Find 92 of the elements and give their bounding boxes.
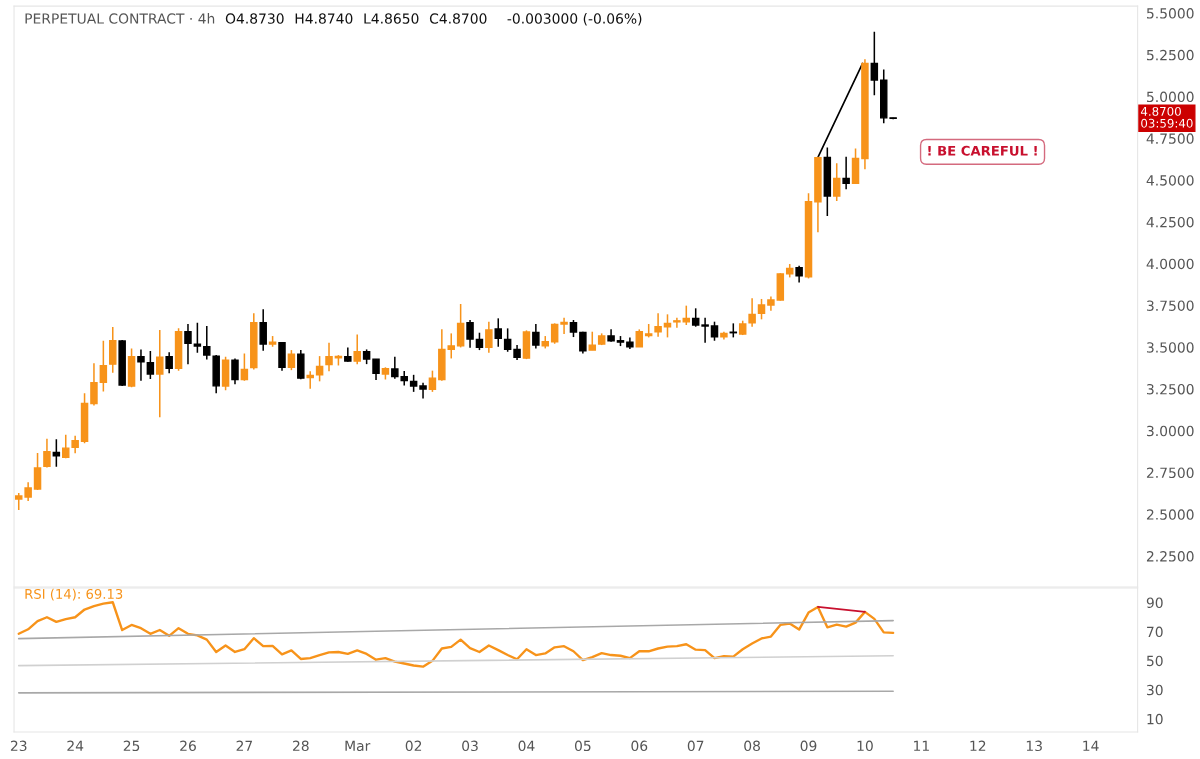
y-tick-label: 50: [1147, 655, 1163, 667]
line-series: [17, 601, 895, 668]
candlestick: [550, 322, 559, 345]
x-tick-label: 25: [123, 740, 140, 752]
candlestick: [710, 320, 719, 342]
y-tick-label: 70: [1147, 626, 1163, 638]
y-tick-label: 90: [1146, 597, 1163, 609]
candlestick: [259, 308, 267, 352]
candlestick: [654, 312, 662, 338]
annotation: -0.003000 (-0.06%): [507, 13, 642, 26]
y-tick-label: 2.2500: [1146, 551, 1194, 562]
chart-title: PERPETUAL CONTRACT · 4h: [25, 13, 215, 24]
y-tick-label: 10: [1147, 713, 1163, 725]
candlestick: [24, 481, 32, 502]
annotation: O4.8730: [225, 13, 284, 24]
candlestick: [372, 358, 380, 381]
x-tick-label: 27: [236, 740, 253, 751]
annotation: ! BE CAREFUL !: [928, 145, 1037, 156]
candlestick: [231, 357, 239, 385]
x-tick-label: 08: [744, 740, 760, 752]
x-tick-label: 26: [180, 740, 196, 752]
candlestick: [691, 307, 700, 328]
candlestick: [353, 333, 361, 365]
x-tick-label: 24: [67, 740, 84, 751]
candlestick: [494, 317, 503, 348]
candlestick: [43, 438, 51, 469]
y-tick-label: 5.0000: [1147, 91, 1194, 103]
annotation: H4.8740: [295, 13, 353, 24]
candlestick: [325, 341, 333, 372]
candlestick: [315, 355, 324, 383]
candlestick: [14, 492, 23, 511]
x-tick-label: Mar: [345, 740, 371, 752]
series-label: RSI (14): 69.13: [25, 588, 123, 601]
y-tick-label: 30: [1146, 684, 1163, 696]
candlestick: [485, 320, 493, 354]
candlestick: [193, 321, 202, 354]
y-tick-label: 5.2500: [1147, 49, 1194, 61]
y-tick-label: 4.2500: [1146, 216, 1194, 228]
candlestick: [456, 303, 465, 349]
x-tick-label: 14: [1083, 740, 1099, 751]
candlestick: [588, 330, 597, 351]
y-tick-label: 4.0000: [1146, 258, 1194, 270]
candlestick: [90, 362, 98, 407]
candlestick: [156, 329, 164, 419]
candlestick: [240, 352, 249, 382]
y-tick-label: 4.5000: [1146, 175, 1194, 186]
y-tick-label: 3.7500: [1146, 300, 1194, 311]
x-tick-label: 23: [10, 740, 27, 752]
y-tick-label: 5.5000: [1147, 8, 1194, 19]
candlestick: [748, 297, 756, 328]
x-tick-label: 03: [462, 740, 478, 752]
candlestick: [287, 349, 296, 371]
candlestick: [842, 156, 850, 191]
candlestick: [109, 326, 117, 374]
candlestick: [832, 162, 841, 202]
x-tick-label: 06: [631, 740, 648, 752]
candlestick: [701, 316, 709, 344]
y-tick-label: 2.7500: [1146, 467, 1194, 479]
x-tick-label: 13: [1026, 740, 1042, 752]
candlestick: [503, 327, 512, 353]
candlestick: [165, 351, 173, 374]
x-tick-label: 28: [292, 740, 309, 752]
text: 4.8700 03:59:40: [1140, 106, 1193, 128]
annotation: L4.8650: [364, 13, 419, 24]
candlestick: [870, 31, 879, 96]
candlestick: [682, 304, 691, 326]
annotation: C4.8700: [429, 13, 487, 24]
y-tick-label: 2.5000: [1146, 509, 1194, 520]
x-tick-label: 02: [405, 740, 422, 752]
y-tick-label: 3.5000: [1146, 342, 1194, 353]
x-tick-label: 07: [687, 740, 704, 752]
y-tick-label: 3.0000: [1146, 425, 1194, 437]
candlestick: [306, 370, 314, 390]
x-tick-label: 09: [800, 740, 817, 752]
candlestick: [532, 323, 540, 350]
y-tick-label: 4.7500: [1146, 133, 1194, 144]
candlestick: [99, 339, 108, 393]
x-tick-label: 12: [970, 740, 986, 751]
candlestick: [137, 348, 145, 382]
candlestick: [184, 323, 192, 365]
y-tick-label: 3.2500: [1146, 383, 1194, 395]
candlestick: [673, 316, 681, 329]
candlestick: [757, 298, 766, 321]
x-tick-label: 11: [914, 740, 929, 751]
x-tick-label: 04: [518, 740, 535, 752]
candlestick: [33, 452, 42, 491]
candlestick: [466, 319, 474, 349]
candlestick: [146, 350, 155, 380]
candlestick: [560, 316, 568, 335]
candlestick: [428, 369, 437, 393]
x-tick-label: 05: [574, 740, 591, 752]
x-tick-label: 10: [857, 740, 873, 752]
